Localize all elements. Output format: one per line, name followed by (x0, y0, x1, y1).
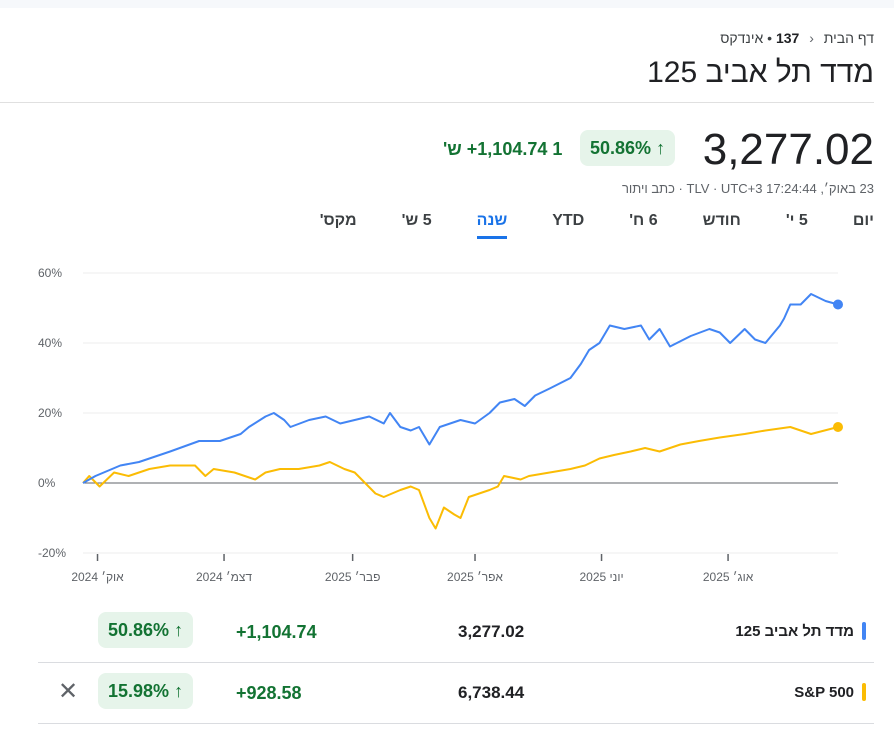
series-line (82, 426, 839, 530)
range-tabs: יום 5 י' חודש 6 ח' YTD שנה 5 ש' מקס' (275, 212, 874, 239)
page-title: מדד תל אביב 125 (647, 56, 874, 89)
chevron-left-icon: ‹ (809, 30, 814, 46)
compare-pct-badge: 15.98% ↑ (98, 673, 194, 709)
change-pct: 50.86% (590, 138, 652, 158)
tab-0[interactable]: יום (852, 212, 874, 229)
y-tick-label: 40% (38, 336, 62, 350)
series-color-swatch (862, 622, 866, 640)
change-badge: 50.86% ↑ (580, 130, 676, 166)
y-tick-label: -20% (38, 546, 66, 560)
tab-5[interactable]: שנה (476, 212, 508, 239)
series-endpoint (833, 422, 843, 432)
tab-1[interactable]: 5 י' (785, 212, 808, 229)
index-type: אינדקס (720, 30, 764, 46)
compare-name: S&P 500 (794, 683, 866, 701)
compare-name-label: S&P 500 (794, 683, 854, 701)
separator-dot: • (763, 30, 773, 46)
x-tick-label: אוג׳ 2025 (703, 570, 754, 584)
compare-pct-badge: 50.86% ↑ (98, 612, 194, 648)
tab-3[interactable]: 6 ח' (629, 212, 658, 229)
breadcrumb: דף הבית ‹ 137 • אינדקס (720, 30, 874, 46)
x-tick-label: יוני 2025 (580, 570, 624, 584)
arrow-up-icon: ↑ (656, 138, 666, 158)
change-abs-value: +1,104.74 (466, 139, 548, 159)
change-abs: +1,104.74 1 ש' (443, 139, 562, 160)
compare-row[interactable]: מדד תל אביב 125 3,277.02 +1,104.74 50.86… (38, 602, 874, 663)
compare-name: מדד תל אביב 125 (735, 622, 866, 640)
y-tick-label: 0% (38, 476, 56, 490)
timestamp: 23 באוק׳, 17:24:44 TLV · UTC+3 · כתב וית… (621, 181, 874, 196)
index-code: 137 (775, 30, 800, 46)
arrow-up-icon: ↑ (174, 681, 184, 701)
compare-value: 3,277.02 (458, 622, 525, 641)
x-tick-label: אפר׳ 2025 (447, 570, 503, 584)
top-bar (0, 0, 894, 8)
compare-change: +928.58 (236, 683, 302, 703)
breadcrumb-home[interactable]: דף הבית (823, 30, 874, 46)
compare-name-label: מדד תל אביב 125 (735, 622, 854, 640)
x-tick-label: דצמ׳ 2024 (196, 570, 252, 584)
y-tick-label: 60% (38, 266, 62, 280)
compare-row[interactable]: S&P 500 6,738.44 +928.58 15.98% ↑ ✕ (38, 663, 874, 724)
series-endpoint (833, 299, 843, 310)
compare-value: 6,738.44 (458, 683, 525, 702)
compare-pct: 15.98% (108, 681, 170, 701)
divider (0, 102, 874, 103)
tab-4[interactable]: YTD (552, 212, 585, 229)
compare-pct: 50.86% (108, 620, 170, 640)
series-line (82, 293, 839, 484)
remove-comparison-close-icon[interactable]: ✕ (58, 678, 79, 705)
x-tick-label: אוק׳ 2024 (71, 570, 124, 584)
price-chart[interactable]: 60% 40% 20% 0% -20% אוק׳ 2024 דצמ׳ 2024 פבר׳ 20… (0, 255, 894, 595)
y-tick-label: 20% (38, 406, 62, 420)
x-tick-label: פבר׳ 2025 (325, 570, 381, 584)
current-price: 3,277.02 (702, 125, 874, 174)
arrow-up-icon: ↑ (174, 620, 184, 640)
tab-2[interactable]: חודש (702, 212, 741, 229)
change-period: 1 ש' (443, 139, 563, 159)
series-color-swatch (862, 683, 866, 701)
compare-change: +1,104.74 (236, 622, 317, 642)
tab-7[interactable]: מקס' (319, 212, 357, 229)
tab-6[interactable]: 5 ש' (401, 212, 432, 229)
